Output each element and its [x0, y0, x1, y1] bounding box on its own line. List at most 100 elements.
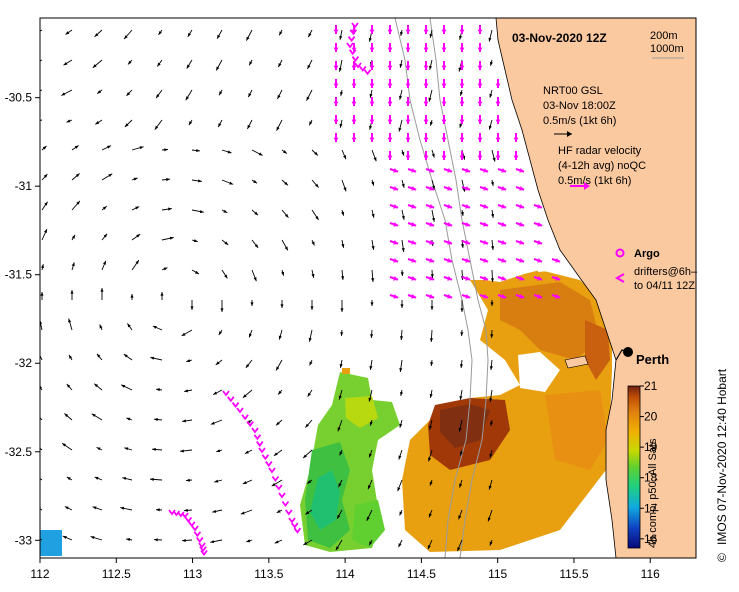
- hf-radar-arrow: [423, 61, 429, 70]
- hf-radar-arrow: [351, 43, 357, 52]
- model-velocity-arrow: [340, 329, 344, 337]
- model-velocity-arrow: [307, 389, 313, 397]
- model-velocity-arrow: [161, 207, 172, 211]
- model-velocity-arrow: [341, 269, 345, 280]
- model-velocity-arrow: [281, 239, 289, 251]
- model-velocity-arrow: [308, 329, 313, 342]
- plot-frame: [39, 17, 697, 559]
- hf-radar-arrow: [387, 151, 393, 160]
- model-velocity-arrow: [430, 359, 434, 367]
- hf-radar-arrow: [461, 240, 471, 245]
- hf-radar-arrow: [369, 79, 375, 88]
- model-velocity-arrow: [369, 359, 373, 370]
- hf-radar-arrow: [389, 240, 399, 245]
- colorbar-tick-label: 18: [644, 471, 658, 485]
- model-velocity-arrow: [368, 539, 373, 546]
- hf-radar-arrow: [515, 276, 525, 281]
- model-velocity-arrow: [242, 389, 253, 399]
- hf-radar-arrow: [425, 186, 435, 191]
- hf-radar-arrow: [387, 25, 393, 34]
- colorbar-tick-label: 17: [644, 501, 658, 515]
- model-velocity-arrow: [338, 389, 343, 400]
- hf-radar-arrow: [369, 61, 375, 70]
- model-velocity-arrow: [92, 59, 103, 69]
- hf-radar-arrow: [333, 97, 339, 106]
- model-velocity-arrow: [221, 179, 234, 185]
- hf-radar-arrow: [495, 97, 501, 106]
- hf-radar-arrow: [441, 61, 447, 70]
- hf-radar-arrow: [389, 276, 399, 281]
- hf-radar-arrow: [425, 204, 435, 209]
- hf-radar-arrow: [425, 258, 435, 263]
- model-velocity-arrow: [154, 119, 163, 130]
- model-velocity-arrow: [341, 209, 345, 216]
- model-velocity-arrow: [341, 239, 345, 248]
- hf-radar-arrow: [389, 204, 399, 209]
- drifters-label-1: drifters@6h–: [634, 266, 698, 278]
- model-velocity-arrow: [65, 29, 73, 35]
- hf-radar-arrow: [513, 133, 519, 142]
- model-velocity-arrow: [96, 353, 103, 361]
- hf-radar-arrow: [407, 168, 417, 173]
- hf-radar-arrow: [407, 258, 417, 263]
- x-tick-label: 114.5: [407, 567, 436, 581]
- model-velocity-arrow: [251, 209, 259, 216]
- model-velocity-arrow: [306, 89, 313, 101]
- model-velocity-arrow: [149, 477, 163, 481]
- model-velocity-arrow: [240, 509, 253, 515]
- model-velocity-arrow: [339, 89, 344, 96]
- model-velocity-arrow: [397, 479, 403, 492]
- model-velocity-arrow: [181, 329, 193, 337]
- model-velocity-arrow: [310, 300, 314, 310]
- model-velocity-arrow: [336, 509, 343, 519]
- hf-radar-arrow: [443, 240, 453, 245]
- hf-radar-arrow: [351, 79, 357, 88]
- model-velocity-arrow: [251, 239, 259, 249]
- model-velocity-arrow: [491, 209, 495, 218]
- hf-radar-arrow: [441, 133, 447, 142]
- hf-radar-arrow: [495, 115, 501, 124]
- hf-radar-arrow: [407, 204, 417, 209]
- model-velocity-arrow: [181, 538, 193, 542]
- model-velocity-arrow: [305, 509, 313, 515]
- hf-radar-arrow: [515, 240, 525, 245]
- model-velocity-arrow: [61, 442, 73, 451]
- model-velocity-arrow: [490, 329, 494, 339]
- model-velocity-arrow: [191, 239, 198, 243]
- hf-radar-arrow: [387, 79, 393, 88]
- hf-radar-arrow: [441, 43, 447, 52]
- model-time: 03-Nov 18:00Z: [543, 100, 616, 112]
- model-velocity-arrow: [71, 234, 76, 241]
- model-velocity-arrow: [242, 479, 253, 485]
- hf-radar-arrow: [461, 204, 471, 209]
- model-velocity-arrow: [401, 239, 405, 252]
- model-velocity-arrow: [95, 119, 103, 125]
- hf-radar-arrow: [405, 79, 411, 88]
- colorbar-tick-label: 20: [644, 410, 658, 424]
- model-velocity-arrow: [490, 419, 494, 426]
- isobath-legend-1000: 1000m: [650, 43, 684, 55]
- model-velocity-arrow: [428, 419, 433, 430]
- model-velocity-arrow: [491, 239, 495, 250]
- model-velocity-arrow: [368, 389, 373, 402]
- model-velocity-arrow: [91, 413, 103, 421]
- model-velocity-arrow: [399, 329, 404, 341]
- model-velocity-arrow: [429, 119, 433, 126]
- model-velocity-arrow: [41, 201, 48, 211]
- hf-radar-arrow: [477, 61, 483, 70]
- hf-radar-arrow: [351, 133, 357, 142]
- model-velocity-arrow: [488, 479, 493, 490]
- model-velocity-arrow: [247, 119, 253, 130]
- model-velocity-arrow: [308, 119, 313, 126]
- hf-radar-arrow: [387, 97, 393, 106]
- colorbar-tick-label: 21: [644, 379, 658, 393]
- hf-radar-arrow: [387, 133, 393, 142]
- model-velocity-arrow: [278, 29, 283, 36]
- model-velocity-arrow: [62, 535, 73, 541]
- hf-radar-arrow: [461, 222, 471, 227]
- model-velocity-arrow: [41, 145, 47, 151]
- hf-radar-arrow: [497, 204, 507, 209]
- hf-radar-arrow: [405, 97, 411, 106]
- hf-radar-arrow: [389, 222, 399, 227]
- model-velocity-arrow: [399, 359, 403, 372]
